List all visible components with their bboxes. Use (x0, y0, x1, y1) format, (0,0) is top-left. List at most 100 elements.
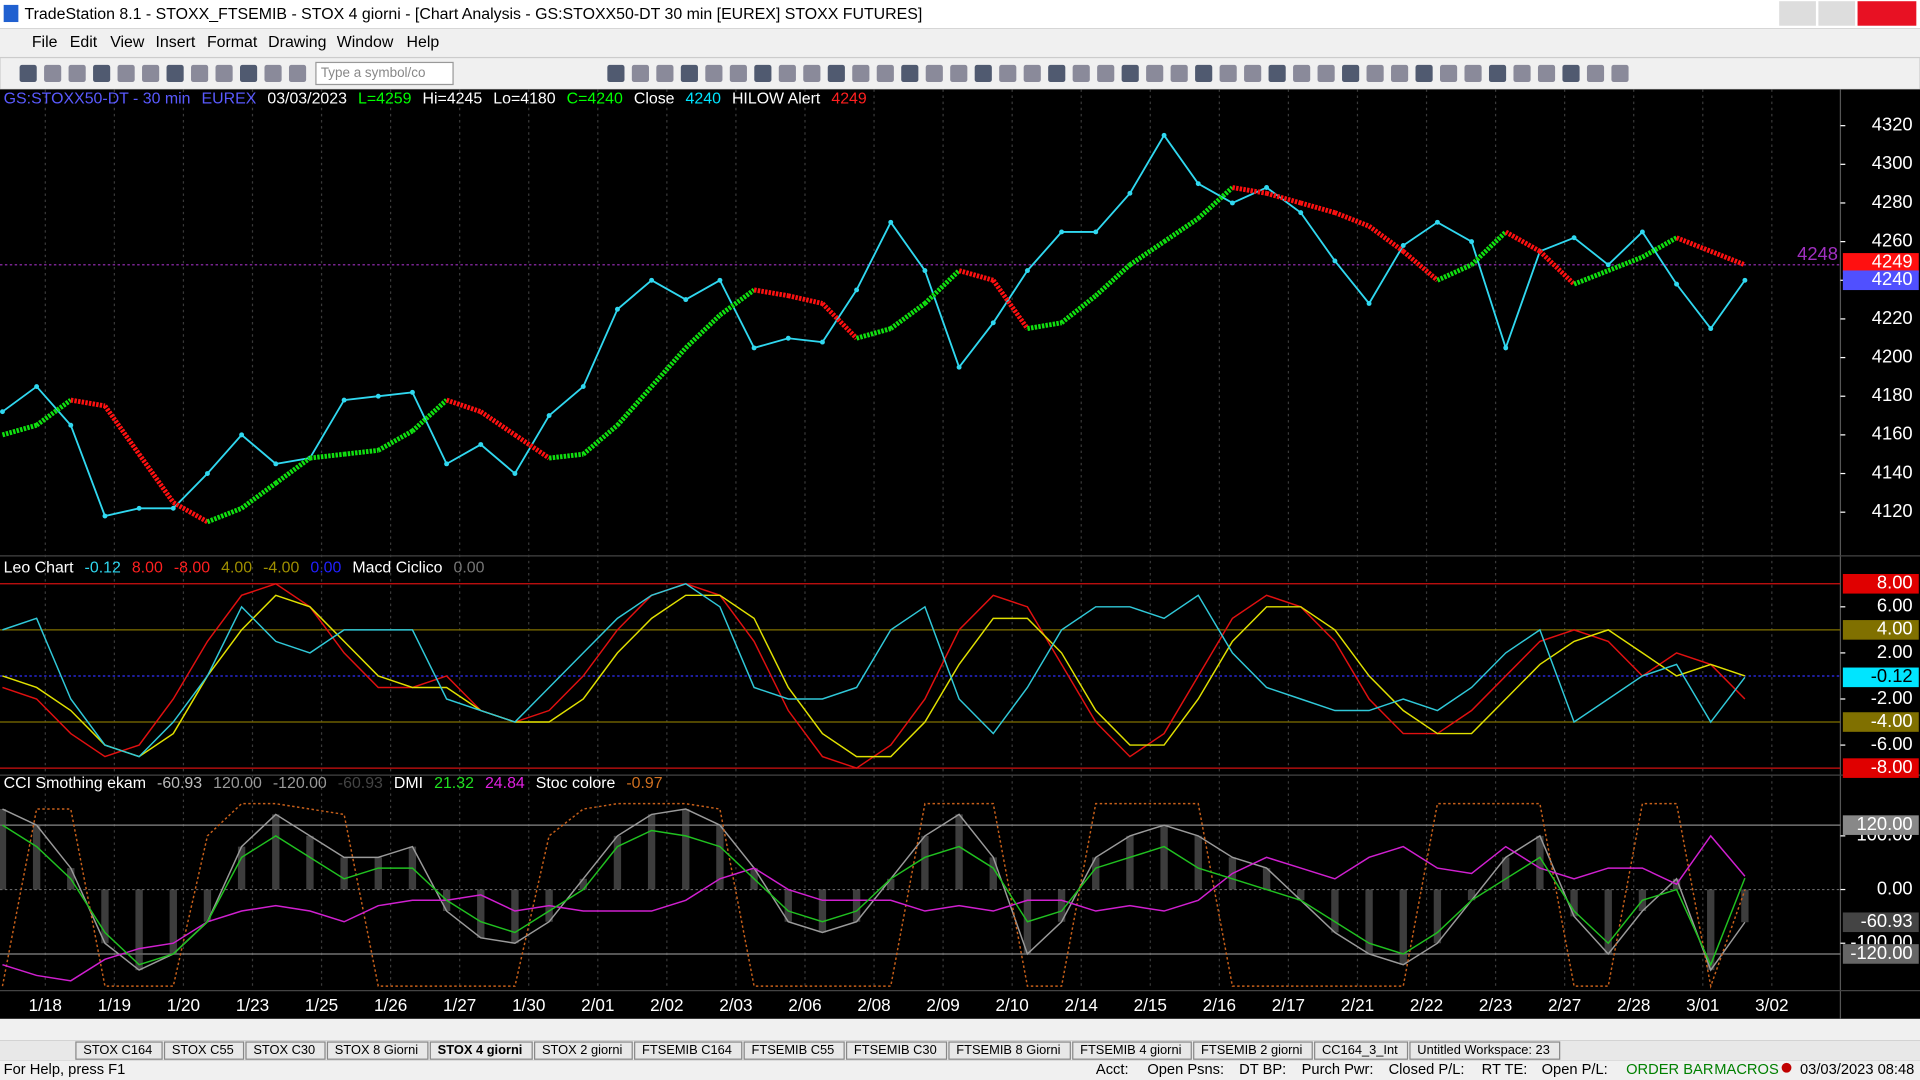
menu-item[interactable]: Format (207, 34, 258, 51)
toolbar-icon[interactable] (1244, 64, 1262, 83)
workspace-tab[interactable]: FTSEMIB C55 (752, 1042, 835, 1057)
legend-text: -120.00 (273, 775, 327, 792)
toolbar-icon[interactable] (240, 64, 258, 83)
workspace-tab[interactable]: FTSEMIB 4 giorni (1080, 1042, 1181, 1057)
toolbar-icon[interactable] (1195, 64, 1213, 83)
menu-item[interactable]: Help (407, 34, 440, 51)
toolbar-icon[interactable] (1562, 64, 1580, 83)
y-tick-label: 4200 (1872, 345, 1913, 366)
toolbar-icon[interactable] (1537, 64, 1556, 83)
indicator-segment (548, 451, 584, 461)
value-tag-label: -120.00 (1850, 942, 1912, 963)
toolbar-icon[interactable] (631, 64, 649, 83)
toolbar-icon[interactable] (166, 64, 184, 83)
toolbar-icon[interactable] (680, 64, 698, 83)
toolbar-icon[interactable] (1097, 64, 1115, 83)
toolbar-icon[interactable] (901, 64, 919, 83)
workspace-tab[interactable]: FTSEMIB 8 Giorni (956, 1042, 1060, 1057)
menu-item[interactable]: File (32, 34, 58, 51)
toolbar-icon[interactable] (68, 64, 86, 83)
indicator-segment (1027, 320, 1062, 331)
toolbar-icon[interactable] (44, 64, 62, 83)
toolbar-icon[interactable] (1586, 64, 1605, 83)
toolbar-icon[interactable] (1342, 64, 1360, 83)
toolbar-icon[interactable] (852, 64, 870, 83)
workspace-tab[interactable]: Untitled Workspace: 23 (1417, 1042, 1550, 1057)
menu-item[interactable]: View (110, 34, 145, 51)
menu-item[interactable]: Insert (156, 34, 196, 51)
toolbar-icon[interactable] (117, 64, 135, 83)
toolbar-icon[interactable] (1611, 64, 1629, 83)
x-tick-label: 1/23 (236, 995, 269, 1015)
toolbar-icon[interactable] (803, 64, 821, 83)
workspace-tab[interactable]: STOX 4 giorni (438, 1042, 523, 1057)
toolbar-icon[interactable] (19, 64, 37, 83)
menu-item[interactable]: Window (337, 34, 394, 51)
toolbar-icon[interactable] (778, 64, 796, 83)
toolbar-icon[interactable] (1317, 64, 1335, 83)
minimize-button[interactable] (1779, 1, 1816, 26)
toolbar-icon[interactable] (288, 64, 307, 83)
toolbar-icon[interactable] (876, 64, 894, 83)
legend-text: 120.00 (213, 775, 262, 792)
workspace-tab[interactable]: STOX 2 giorni (542, 1042, 622, 1057)
legend-text: -8.00 (174, 559, 210, 576)
toolbar-icon[interactable] (215, 64, 233, 83)
order-bar[interactable]: ORDER BAR (1626, 1062, 1713, 1078)
menu-item[interactable]: Edit (70, 34, 98, 51)
toolbar-icon[interactable] (264, 64, 282, 83)
toolbar-icon[interactable] (1391, 64, 1409, 83)
legend-text: 0.00 (310, 559, 341, 576)
toolbar-icon[interactable] (1072, 64, 1090, 83)
workspace-tab[interactable]: CC164_3_Int (1322, 1042, 1398, 1057)
value-tag (1842, 573, 1919, 594)
toolbar-icon[interactable] (950, 64, 968, 83)
toolbar-icon[interactable] (1293, 64, 1311, 83)
macros[interactable]: MACROS (1714, 1062, 1779, 1078)
toolbar-icon[interactable] (1023, 64, 1041, 83)
toolbar-icon[interactable] (1513, 64, 1531, 83)
toolbar-icon[interactable] (1440, 64, 1458, 83)
indicator-segment (1196, 185, 1235, 221)
value-tag-label: -0.12 (1871, 665, 1913, 686)
indicator-segment (1334, 210, 1370, 229)
toolbar-icon[interactable] (754, 64, 772, 83)
workspace-tab[interactable]: STOX C164 (83, 1042, 152, 1057)
indicator-segment (513, 432, 551, 461)
workspace-tab[interactable]: FTSEMIB 2 giorni (1201, 1042, 1302, 1057)
symbol-input[interactable] (315, 61, 454, 86)
workspace-tab[interactable]: STOX 8 Giorni (335, 1042, 418, 1057)
indicator-segment (1436, 262, 1473, 283)
toolbar-icon[interactable] (1488, 64, 1507, 83)
maximize-button[interactable] (1818, 1, 1856, 26)
toolbar-icon[interactable] (1464, 64, 1482, 83)
toolbar-icon[interactable] (1146, 64, 1164, 83)
toolbar-icon[interactable] (93, 64, 111, 83)
toolbar-icon[interactable] (656, 64, 674, 83)
toolbar-icon[interactable] (1268, 64, 1286, 83)
toolbar-icon[interactable] (1170, 64, 1188, 83)
toolbar-icon[interactable] (999, 64, 1017, 83)
toolbar-icon[interactable] (1219, 64, 1237, 83)
workspace-tab[interactable]: STOX C55 (172, 1042, 234, 1057)
toolbar-icon[interactable] (1121, 64, 1139, 83)
toolbar-icon[interactable] (705, 64, 723, 83)
indicator-segment (1, 422, 38, 438)
menu-item[interactable]: Drawing (268, 34, 326, 51)
workspace-tab[interactable]: STOX C30 (253, 1042, 315, 1057)
scrollbar[interactable] (0, 1018, 1920, 1041)
workspace-tab[interactable]: FTSEMIB C164 (642, 1042, 732, 1057)
toolbar-icon[interactable] (607, 64, 625, 83)
workspace-tab[interactable]: FTSEMIB C30 (854, 1042, 937, 1057)
toolbar-icon[interactable] (827, 64, 845, 83)
close-button[interactable] (1857, 1, 1917, 26)
toolbar-icon[interactable] (1366, 64, 1384, 83)
toolbar-icon[interactable] (729, 64, 747, 83)
toolbar-icon[interactable] (142, 64, 160, 83)
indicator-segment (1675, 235, 1712, 254)
toolbar-icon[interactable] (1048, 64, 1066, 83)
toolbar-icon[interactable] (974, 64, 992, 83)
toolbar-icon[interactable] (925, 64, 943, 83)
toolbar-icon[interactable] (1415, 64, 1433, 83)
toolbar-icon[interactable] (191, 64, 209, 83)
